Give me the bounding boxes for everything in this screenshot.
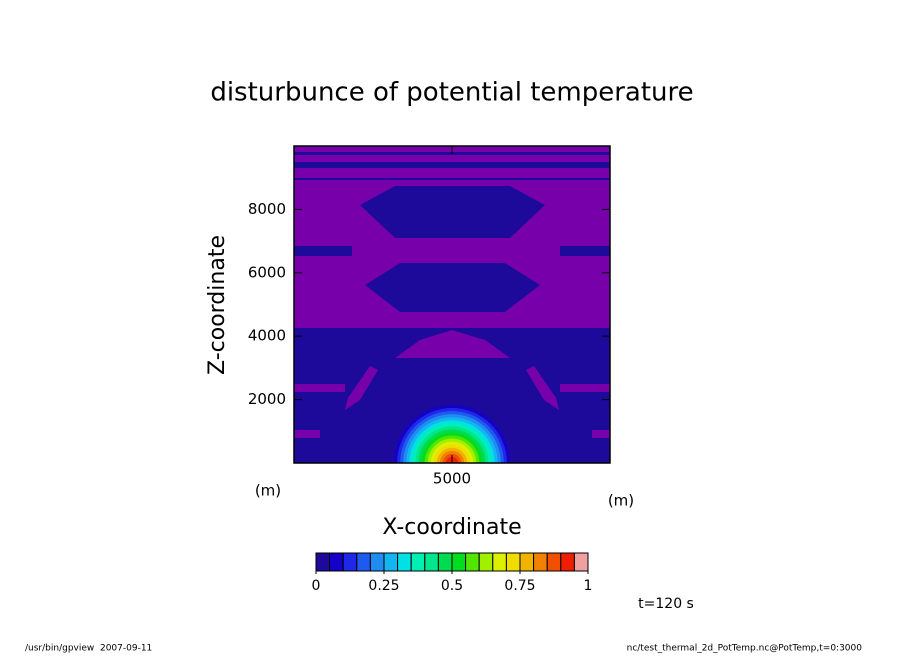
band bbox=[294, 384, 345, 392]
band bbox=[294, 168, 610, 178]
colorbar-box bbox=[329, 552, 344, 572]
footer-right: nc/test_thermal_2d_PotTemp.nc@PotTemp,t=… bbox=[627, 644, 863, 654]
colorbar-box bbox=[573, 552, 589, 572]
y-tick-label: 4000 bbox=[248, 327, 286, 345]
footer-left: /usr/bin/gpview 2007-09-11 bbox=[25, 644, 152, 654]
colorbar-tick-label: 0 bbox=[312, 578, 321, 594]
colorbar-tick-label: 0.75 bbox=[504, 578, 535, 594]
colorbar-box bbox=[383, 552, 399, 572]
colorbar-box bbox=[478, 552, 494, 572]
band bbox=[294, 318, 610, 328]
band bbox=[360, 186, 545, 238]
colorbar-box bbox=[546, 552, 562, 572]
chart-title: disturbunce of potential temperature bbox=[210, 78, 693, 108]
band bbox=[345, 366, 378, 410]
band bbox=[294, 430, 320, 438]
y-tick-label: 8000 bbox=[248, 200, 286, 218]
colorbar-box bbox=[315, 552, 331, 572]
x-tick-label: 5000 bbox=[433, 470, 471, 488]
colorbar-box bbox=[342, 552, 358, 572]
band bbox=[526, 366, 559, 410]
y-axis-label: Z-coordinate bbox=[205, 235, 230, 375]
colorbar-tick-label: 1 bbox=[584, 578, 593, 594]
colorbar-box bbox=[424, 552, 439, 572]
colorbar-box bbox=[560, 552, 575, 572]
band bbox=[365, 263, 540, 312]
colorbar-box bbox=[492, 552, 507, 572]
colorbar-box bbox=[397, 552, 412, 572]
colorbar-box bbox=[437, 552, 453, 572]
colorbar-box bbox=[519, 552, 535, 572]
y-tick-label: 2000 bbox=[248, 390, 286, 408]
colorbar-tick-label: 0.5 bbox=[441, 578, 463, 594]
colorbar-box bbox=[356, 552, 371, 572]
colorbar-box bbox=[451, 552, 467, 572]
annotation: t=120 s bbox=[638, 596, 694, 612]
band bbox=[560, 384, 610, 392]
x-axis-label: X-coordinate bbox=[382, 515, 521, 540]
band bbox=[592, 430, 610, 438]
y-tick-label: 6000 bbox=[248, 263, 286, 281]
colorbar-box bbox=[410, 552, 426, 572]
bubble bbox=[394, 405, 510, 463]
colorbar-box bbox=[465, 552, 480, 572]
y-unit: (m) bbox=[255, 482, 281, 500]
colorbar-box bbox=[533, 552, 548, 572]
colorbar-box bbox=[369, 552, 385, 572]
x-unit: (m) bbox=[608, 492, 634, 510]
band bbox=[395, 330, 510, 358]
colorbar-box bbox=[505, 552, 521, 572]
colorbar-tick-label: 0.25 bbox=[368, 578, 399, 594]
